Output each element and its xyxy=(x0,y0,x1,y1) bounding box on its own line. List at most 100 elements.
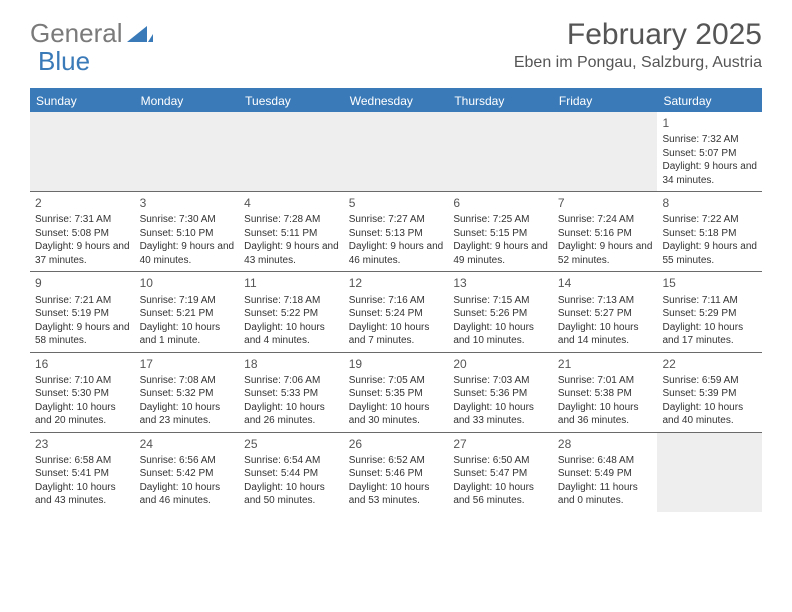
week-row: 23Sunrise: 6:58 AMSunset: 5:41 PMDayligh… xyxy=(30,432,762,512)
sunrise-text: Sunrise: 6:56 AM xyxy=(140,454,235,468)
empty-cell xyxy=(657,433,762,512)
daylight-text: Daylight: 10 hours and 40 minutes. xyxy=(662,401,757,428)
day-number: 27 xyxy=(453,436,548,452)
day-cell: 21Sunrise: 7:01 AMSunset: 5:38 PMDayligh… xyxy=(553,353,658,432)
day-number: 23 xyxy=(35,436,130,452)
day-number: 6 xyxy=(453,195,548,211)
week-row: 2Sunrise: 7:31 AMSunset: 5:08 PMDaylight… xyxy=(30,191,762,271)
day-cell: 24Sunrise: 6:56 AMSunset: 5:42 PMDayligh… xyxy=(135,433,240,512)
title-block: February 2025 Eben im Pongau, Salzburg, … xyxy=(514,18,762,72)
day-cell: 14Sunrise: 7:13 AMSunset: 5:27 PMDayligh… xyxy=(553,272,658,351)
empty-cell xyxy=(239,112,344,191)
sunset-text: Sunset: 5:15 PM xyxy=(453,227,548,241)
sunrise-text: Sunrise: 7:21 AM xyxy=(35,294,130,308)
sunrise-text: Sunrise: 7:01 AM xyxy=(558,374,653,388)
sunrise-text: Sunrise: 7:15 AM xyxy=(453,294,548,308)
day-number: 15 xyxy=(662,275,757,291)
day-number: 9 xyxy=(35,275,130,291)
day-number: 22 xyxy=(662,356,757,372)
week-row: 1Sunrise: 7:32 AMSunset: 5:07 PMDaylight… xyxy=(30,112,762,191)
day-cell: 1Sunrise: 7:32 AMSunset: 5:07 PMDaylight… xyxy=(657,112,762,191)
daylight-text: Daylight: 10 hours and 50 minutes. xyxy=(244,481,339,508)
weeks-container: 1Sunrise: 7:32 AMSunset: 5:07 PMDaylight… xyxy=(30,112,762,512)
sunset-text: Sunset: 5:24 PM xyxy=(349,307,444,321)
sunset-text: Sunset: 5:32 PM xyxy=(140,387,235,401)
daylight-text: Daylight: 10 hours and 23 minutes. xyxy=(140,401,235,428)
daylight-text: Daylight: 10 hours and 7 minutes. xyxy=(349,321,444,348)
day-cell: 7Sunrise: 7:24 AMSunset: 5:16 PMDaylight… xyxy=(553,192,658,271)
logo: General Blue xyxy=(30,18,155,49)
daylight-text: Daylight: 9 hours and 40 minutes. xyxy=(140,240,235,267)
day-number: 1 xyxy=(662,115,757,131)
day-header-row: SundayMondayTuesdayWednesdayThursdayFrid… xyxy=(30,90,762,112)
day-cell: 15Sunrise: 7:11 AMSunset: 5:29 PMDayligh… xyxy=(657,272,762,351)
daylight-text: Daylight: 9 hours and 49 minutes. xyxy=(453,240,548,267)
logo-text-blue: Blue xyxy=(38,46,90,76)
day-header-cell: Sunday xyxy=(30,90,135,112)
day-number: 16 xyxy=(35,356,130,372)
sunset-text: Sunset: 5:30 PM xyxy=(35,387,130,401)
sunrise-text: Sunrise: 7:22 AM xyxy=(662,213,757,227)
sunset-text: Sunset: 5:08 PM xyxy=(35,227,130,241)
empty-cell xyxy=(30,112,135,191)
day-cell: 27Sunrise: 6:50 AMSunset: 5:47 PMDayligh… xyxy=(448,433,553,512)
day-header-cell: Wednesday xyxy=(344,90,449,112)
sunset-text: Sunset: 5:16 PM xyxy=(558,227,653,241)
sunset-text: Sunset: 5:11 PM xyxy=(244,227,339,241)
day-number: 3 xyxy=(140,195,235,211)
day-number: 19 xyxy=(349,356,444,372)
sunrise-text: Sunrise: 6:50 AM xyxy=(453,454,548,468)
daylight-text: Daylight: 9 hours and 58 minutes. xyxy=(35,321,130,348)
day-number: 28 xyxy=(558,436,653,452)
empty-cell xyxy=(448,112,553,191)
sunrise-text: Sunrise: 7:25 AM xyxy=(453,213,548,227)
day-header-cell: Monday xyxy=(135,90,240,112)
day-cell: 25Sunrise: 6:54 AMSunset: 5:44 PMDayligh… xyxy=(239,433,344,512)
day-cell: 28Sunrise: 6:48 AMSunset: 5:49 PMDayligh… xyxy=(553,433,658,512)
day-header-cell: Friday xyxy=(553,90,658,112)
logo-text-general: General xyxy=(30,18,123,49)
sunrise-text: Sunrise: 6:52 AM xyxy=(349,454,444,468)
sunset-text: Sunset: 5:44 PM xyxy=(244,467,339,481)
sunrise-text: Sunrise: 7:30 AM xyxy=(140,213,235,227)
day-number: 13 xyxy=(453,275,548,291)
day-number: 14 xyxy=(558,275,653,291)
sunset-text: Sunset: 5:10 PM xyxy=(140,227,235,241)
sunset-text: Sunset: 5:46 PM xyxy=(349,467,444,481)
day-cell: 26Sunrise: 6:52 AMSunset: 5:46 PMDayligh… xyxy=(344,433,449,512)
sunrise-text: Sunrise: 7:08 AM xyxy=(140,374,235,388)
day-cell: 18Sunrise: 7:06 AMSunset: 5:33 PMDayligh… xyxy=(239,353,344,432)
day-cell: 9Sunrise: 7:21 AMSunset: 5:19 PMDaylight… xyxy=(30,272,135,351)
sunrise-text: Sunrise: 7:11 AM xyxy=(662,294,757,308)
sunrise-text: Sunrise: 6:54 AM xyxy=(244,454,339,468)
sunset-text: Sunset: 5:38 PM xyxy=(558,387,653,401)
sunrise-text: Sunrise: 7:32 AM xyxy=(662,133,757,147)
sunrise-text: Sunrise: 7:19 AM xyxy=(140,294,235,308)
sunrise-text: Sunrise: 7:06 AM xyxy=(244,374,339,388)
day-number: 7 xyxy=(558,195,653,211)
day-cell: 16Sunrise: 7:10 AMSunset: 5:30 PMDayligh… xyxy=(30,353,135,432)
day-cell: 19Sunrise: 7:05 AMSunset: 5:35 PMDayligh… xyxy=(344,353,449,432)
week-row: 9Sunrise: 7:21 AMSunset: 5:19 PMDaylight… xyxy=(30,271,762,351)
empty-cell xyxy=(344,112,449,191)
day-cell: 13Sunrise: 7:15 AMSunset: 5:26 PMDayligh… xyxy=(448,272,553,351)
daylight-text: Daylight: 10 hours and 10 minutes. xyxy=(453,321,548,348)
daylight-text: Daylight: 10 hours and 53 minutes. xyxy=(349,481,444,508)
day-number: 24 xyxy=(140,436,235,452)
day-cell: 20Sunrise: 7:03 AMSunset: 5:36 PMDayligh… xyxy=(448,353,553,432)
day-number: 5 xyxy=(349,195,444,211)
day-number: 8 xyxy=(662,195,757,211)
month-title: February 2025 xyxy=(514,18,762,52)
sunrise-text: Sunrise: 6:59 AM xyxy=(662,374,757,388)
day-number: 18 xyxy=(244,356,339,372)
daylight-text: Daylight: 10 hours and 17 minutes. xyxy=(662,321,757,348)
day-number: 4 xyxy=(244,195,339,211)
daylight-text: Daylight: 10 hours and 33 minutes. xyxy=(453,401,548,428)
daylight-text: Daylight: 9 hours and 43 minutes. xyxy=(244,240,339,267)
daylight-text: Daylight: 9 hours and 55 minutes. xyxy=(662,240,757,267)
sunset-text: Sunset: 5:27 PM xyxy=(558,307,653,321)
daylight-text: Daylight: 10 hours and 1 minute. xyxy=(140,321,235,348)
header: General Blue February 2025 Eben im Ponga… xyxy=(0,0,792,80)
sunrise-text: Sunrise: 6:48 AM xyxy=(558,454,653,468)
daylight-text: Daylight: 11 hours and 0 minutes. xyxy=(558,481,653,508)
